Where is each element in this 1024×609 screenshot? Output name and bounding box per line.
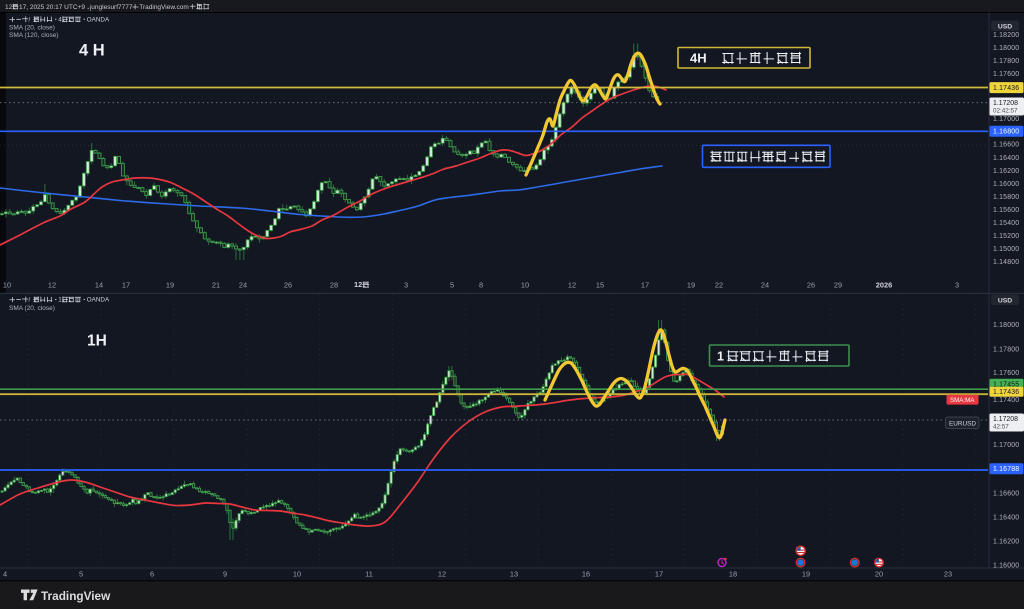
svg-text:17: 17 xyxy=(655,569,663,578)
svg-text:USD: USD xyxy=(998,297,1012,304)
svg-text:10: 10 xyxy=(3,280,11,289)
svg-text:1.16200: 1.16200 xyxy=(993,538,1019,545)
svg-text:24: 24 xyxy=(239,280,247,289)
svg-text:17, 2025 20:17 UTC+9: 17, 2025 20:17 UTC+9 xyxy=(19,4,85,11)
svg-text:14: 14 xyxy=(95,280,103,289)
svg-text:TradingView.com: TradingView.com xyxy=(139,4,189,11)
svg-text:junglesurf7777: junglesurf7777 xyxy=(89,4,133,11)
svg-text:1.16788: 1.16788 xyxy=(993,466,1019,473)
svg-text:1.17208: 1.17208 xyxy=(993,100,1018,107)
svg-text:1.17800: 1.17800 xyxy=(993,58,1019,65)
svg-text:4: 4 xyxy=(58,17,62,24)
svg-text:29: 29 xyxy=(834,280,842,289)
svg-text:9: 9 xyxy=(223,569,227,578)
svg-text:1.16000: 1.16000 xyxy=(993,181,1019,188)
svg-text:1.17800: 1.17800 xyxy=(993,346,1019,353)
svg-text:/: / xyxy=(29,17,31,24)
svg-text:21: 21 xyxy=(212,280,220,289)
svg-text:1.14800: 1.14800 xyxy=(993,259,1019,266)
svg-text:4H: 4H xyxy=(690,51,707,66)
svg-text:1.16400: 1.16400 xyxy=(993,155,1019,162)
svg-text:OANDA: OANDA xyxy=(87,17,110,24)
svg-text:12: 12 xyxy=(354,280,362,289)
svg-text:1.16400: 1.16400 xyxy=(993,514,1019,521)
svg-text:1.15000: 1.15000 xyxy=(993,246,1019,253)
svg-text:26: 26 xyxy=(807,280,815,289)
svg-text:8: 8 xyxy=(479,280,483,289)
svg-text:19: 19 xyxy=(166,280,174,289)
svg-text:1.15400: 1.15400 xyxy=(993,220,1019,227)
svg-text:1H: 1H xyxy=(87,333,107,350)
svg-text:TradingView: TradingView xyxy=(41,589,111,603)
svg-text:12: 12 xyxy=(568,280,576,289)
svg-text:28: 28 xyxy=(330,280,338,289)
svg-text:1.17000: 1.17000 xyxy=(993,442,1019,449)
svg-text:4 H: 4 H xyxy=(79,42,105,60)
svg-text:12: 12 xyxy=(438,569,446,578)
svg-text:1: 1 xyxy=(717,349,724,363)
svg-text:1.18000: 1.18000 xyxy=(993,45,1019,52)
svg-text:26: 26 xyxy=(284,280,292,289)
svg-text:1.17000: 1.17000 xyxy=(993,116,1019,123)
svg-text:/: / xyxy=(29,297,31,304)
svg-text:1.16600: 1.16600 xyxy=(993,490,1019,497)
svg-text:10: 10 xyxy=(521,280,529,289)
svg-text:19: 19 xyxy=(802,569,810,578)
svg-text:EURUSD: EURUSD xyxy=(949,420,976,427)
svg-text:1.15200: 1.15200 xyxy=(993,233,1019,240)
svg-text:17: 17 xyxy=(641,280,649,289)
svg-text:1.17400: 1.17400 xyxy=(993,397,1019,404)
svg-text:1.15600: 1.15600 xyxy=(993,207,1019,214)
svg-text:5: 5 xyxy=(79,569,83,578)
svg-text:6: 6 xyxy=(150,569,154,578)
svg-text:12: 12 xyxy=(48,280,56,289)
svg-text:11: 11 xyxy=(365,569,373,578)
svg-text:18: 18 xyxy=(729,569,737,578)
svg-text:1.16600: 1.16600 xyxy=(993,142,1019,149)
svg-text:10: 10 xyxy=(293,569,301,578)
svg-text:SMA (20, close): SMA (20, close) xyxy=(9,305,55,312)
svg-text:1.18200: 1.18200 xyxy=(993,32,1019,39)
svg-text:13: 13 xyxy=(510,569,518,578)
svg-text:1.16200: 1.16200 xyxy=(993,168,1019,175)
svg-text:1.18000: 1.18000 xyxy=(993,322,1019,329)
svg-text:SMA (20, close): SMA (20, close) xyxy=(9,25,55,32)
svg-text:SMA:MA: SMA:MA xyxy=(950,397,975,404)
svg-text:1.17600: 1.17600 xyxy=(993,370,1019,377)
svg-text:4: 4 xyxy=(3,569,7,578)
svg-text:02:42:57: 02:42:57 xyxy=(993,107,1018,114)
svg-text:1.16000: 1.16000 xyxy=(993,562,1019,569)
svg-text:1.17436: 1.17436 xyxy=(993,85,1019,92)
svg-text:2026: 2026 xyxy=(876,280,892,289)
svg-text:1.17208: 1.17208 xyxy=(993,416,1018,423)
svg-text:19: 19 xyxy=(687,280,695,289)
svg-text:17: 17 xyxy=(122,280,130,289)
svg-text:15: 15 xyxy=(596,280,604,289)
svg-text:1.17436: 1.17436 xyxy=(993,389,1019,396)
svg-text:5: 5 xyxy=(450,280,454,289)
svg-text:22: 22 xyxy=(715,280,723,289)
svg-text:USD: USD xyxy=(998,23,1012,30)
svg-text:SMA (120, close): SMA (120, close) xyxy=(9,32,59,39)
svg-text:42:57: 42:57 xyxy=(993,424,1009,431)
svg-text:3: 3 xyxy=(404,280,408,289)
svg-text:1.17455: 1.17455 xyxy=(993,382,1019,389)
svg-text:20: 20 xyxy=(875,569,883,578)
svg-text:1.16800: 1.16800 xyxy=(993,129,1019,136)
svg-text:24: 24 xyxy=(761,280,769,289)
svg-text:OANDA: OANDA xyxy=(87,297,110,304)
svg-text:12: 12 xyxy=(5,4,13,11)
svg-text:1: 1 xyxy=(58,297,62,304)
svg-text:16: 16 xyxy=(582,569,590,578)
svg-text:1.17600: 1.17600 xyxy=(993,71,1019,78)
svg-text:23: 23 xyxy=(944,569,952,578)
svg-text:1.15800: 1.15800 xyxy=(993,194,1019,201)
svg-text:3: 3 xyxy=(955,280,959,289)
